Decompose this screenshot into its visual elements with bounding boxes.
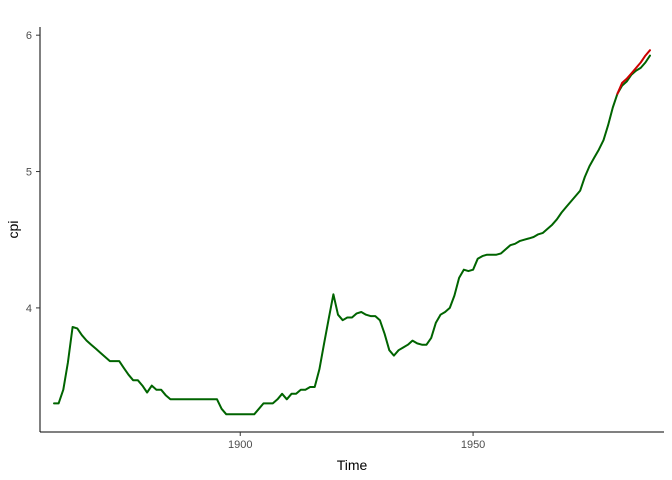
x-axis-title: Time <box>337 457 368 473</box>
y-tick-label: 5 <box>26 167 32 179</box>
plot-area <box>53 49 651 416</box>
y-tick-label: 4 <box>26 303 32 315</box>
y-axis-ticks: 4 5 6 <box>26 30 40 315</box>
x-tick-label: 1900 <box>228 439 252 451</box>
series-line-observed <box>53 54 651 416</box>
x-axis-ticks: 1900 1950 <box>228 432 485 451</box>
series-layer <box>53 49 651 416</box>
y-axis-title: cpi <box>5 221 21 239</box>
x-tick-label: 1950 <box>461 439 485 451</box>
y-tick-label: 6 <box>26 30 32 42</box>
series-line-forecast <box>616 49 651 95</box>
